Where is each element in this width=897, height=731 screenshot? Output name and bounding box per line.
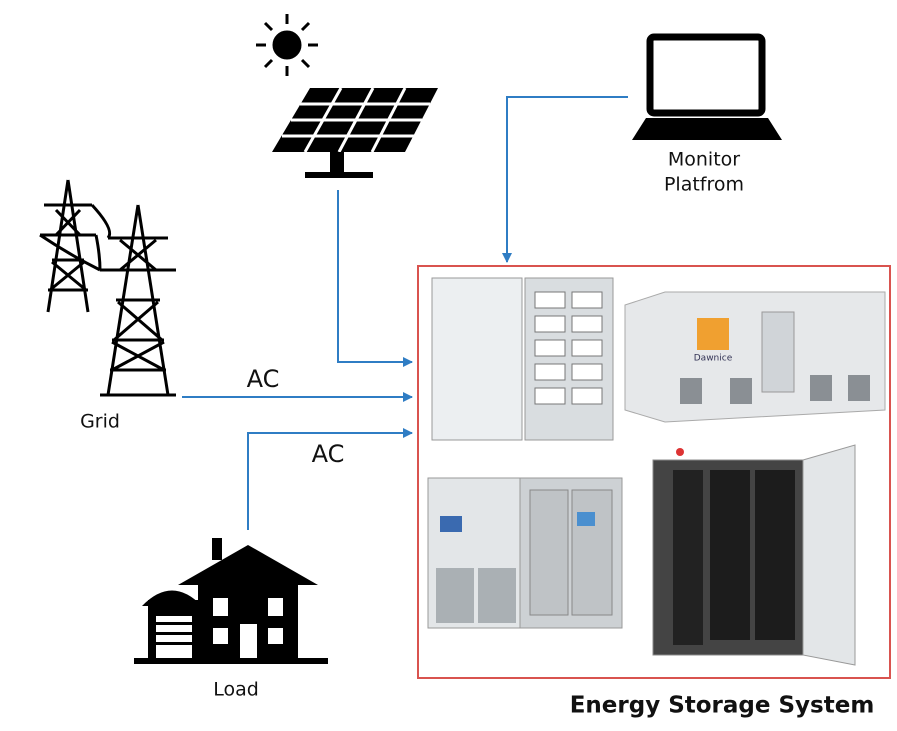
edge-label: AC (312, 440, 345, 468)
diagram: Dawnice Monitor Platfrom Grid Load AC AC… (0, 0, 897, 731)
load-label: Load (213, 679, 259, 701)
storage-title: Energy Storage System (570, 693, 875, 719)
storage-equipment: Dawnice (428, 278, 885, 665)
monitor-flow (507, 97, 628, 262)
grid-label: Grid (80, 411, 120, 433)
monitor-label: Platfrom (664, 174, 744, 196)
solar-panel-icon (272, 88, 438, 178)
monitor-label: Monitor (668, 149, 740, 171)
grid-tower-icon (40, 180, 176, 395)
laptop-icon (632, 37, 782, 140)
solar-flow (338, 190, 412, 362)
sun-icon (256, 14, 318, 76)
brand-label: Dawnice (694, 354, 733, 364)
edge-label: AC (247, 365, 280, 393)
house-icon (134, 538, 328, 664)
